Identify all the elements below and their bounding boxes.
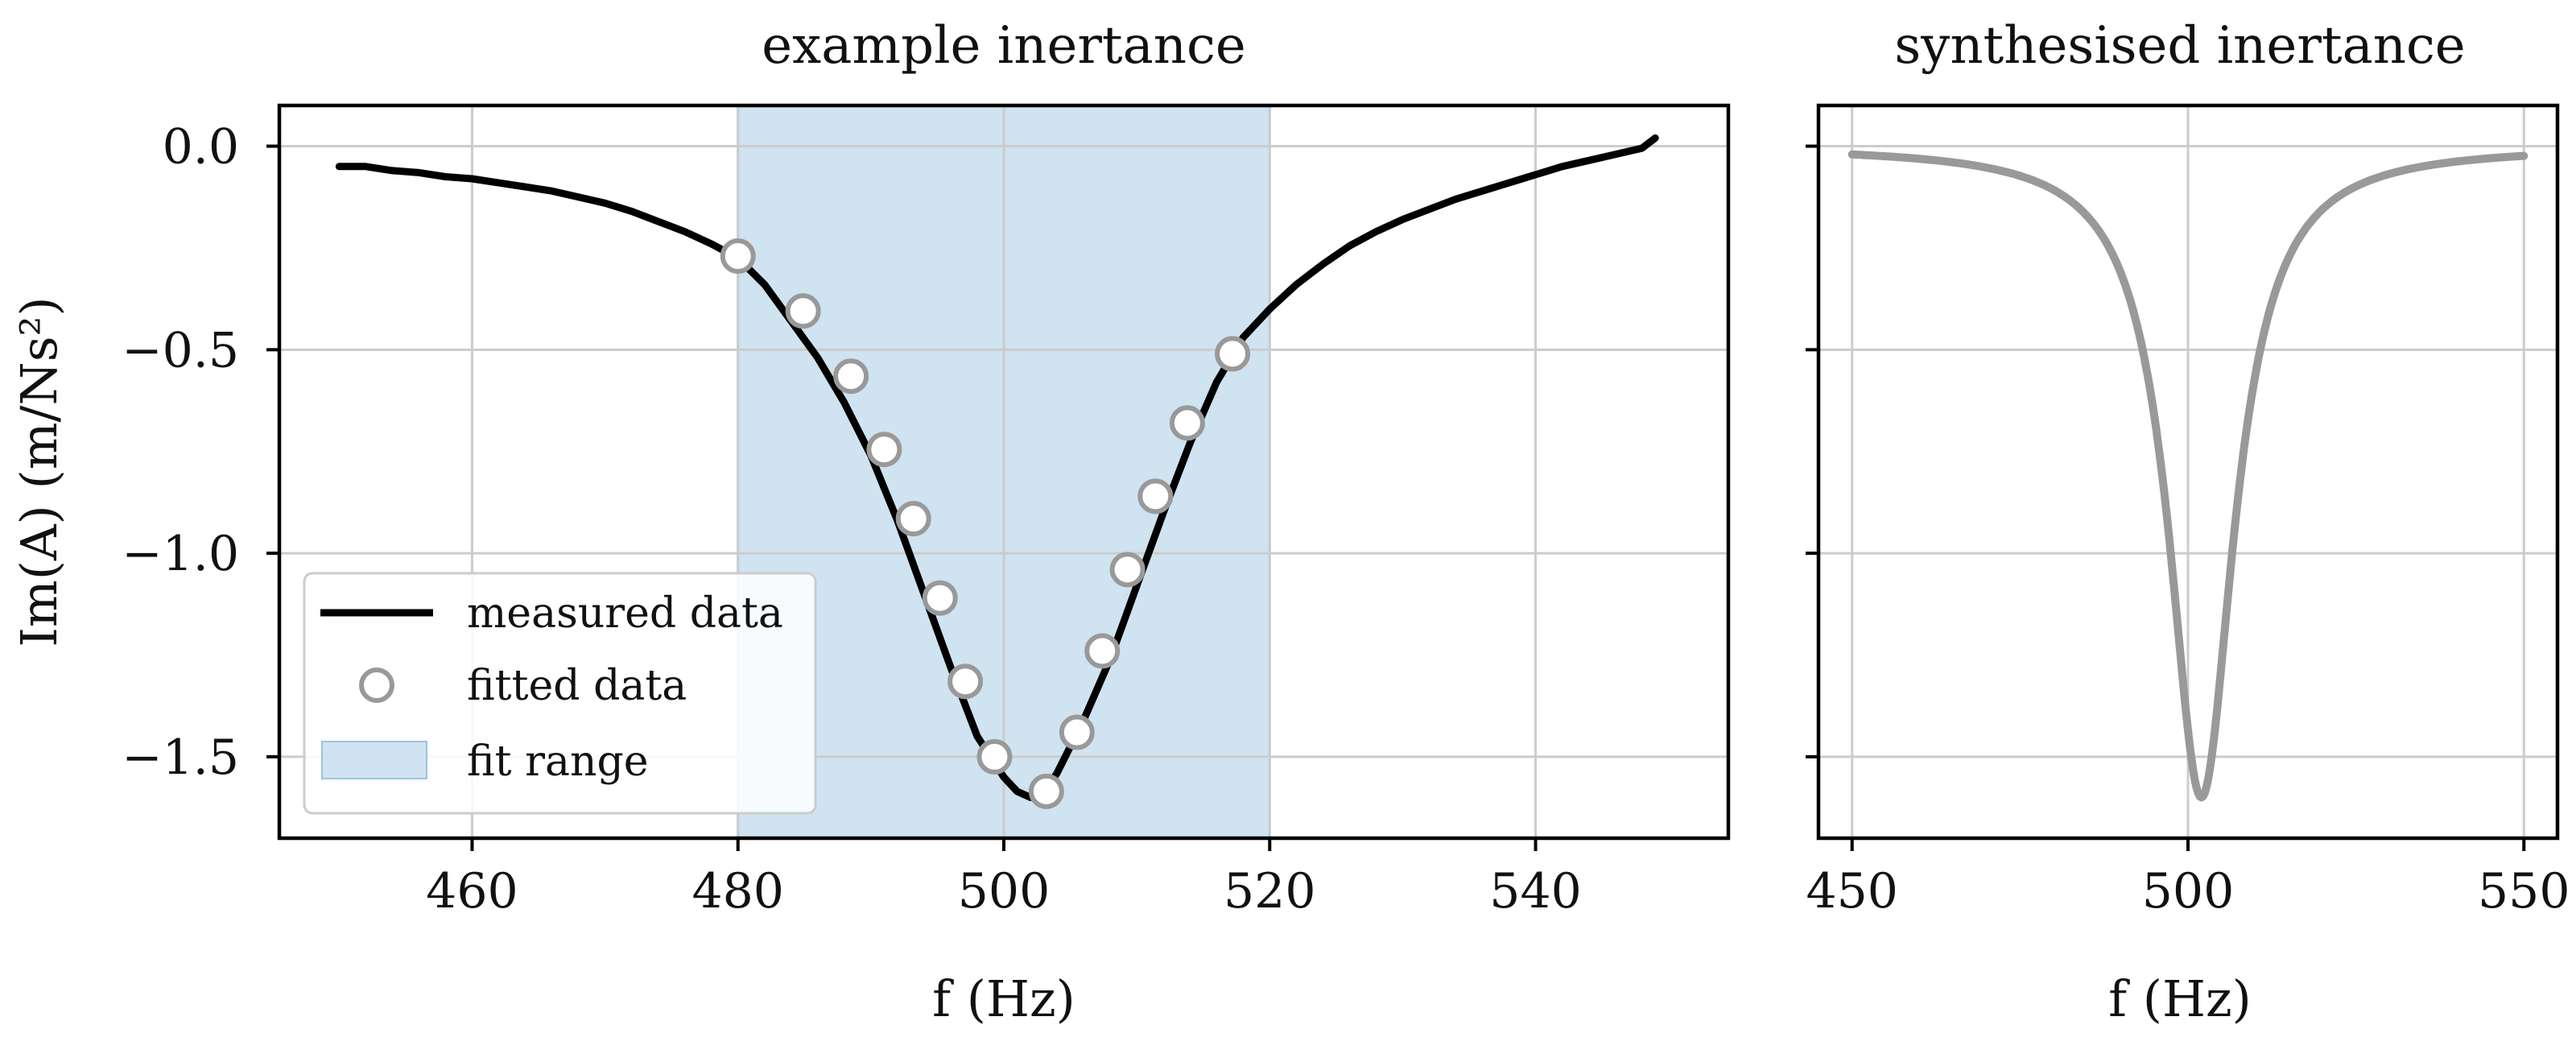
fitted-data-point — [976, 738, 1013, 775]
legend-label-measured: measured data — [467, 589, 783, 638]
fitted-data-point — [866, 432, 902, 468]
fitted-data-point — [1137, 478, 1174, 515]
x-tick-label: 520 — [1224, 863, 1316, 920]
fitted-data-point — [785, 293, 821, 329]
fitted-data-point — [895, 501, 931, 537]
right-x-axis-label: f (Hz) — [2108, 969, 2252, 1028]
x-tick-label: 460 — [426, 863, 518, 920]
legend-fill-swatch — [321, 741, 427, 779]
fitted-data-point — [1109, 552, 1146, 588]
fitted-data-point — [720, 238, 756, 275]
x-tick-label: 500 — [958, 863, 1051, 920]
fitted-data-point — [947, 663, 984, 700]
x-tick-label: 480 — [691, 863, 784, 920]
legend-label-fitted: fitted data — [467, 662, 687, 710]
right-chart-title: synthesised inertance — [1894, 16, 2465, 76]
fitted-data-point — [1084, 633, 1121, 669]
y-tick-label: 0.0 — [163, 119, 239, 176]
left-chart: 460 480 500 520 540 0.0 −0.5 −1.0 −1.5 example i… — [10, 16, 1731, 1028]
x-tick-label: 500 — [2142, 863, 2235, 920]
legend: measured data fitted data fit range — [303, 572, 817, 815]
fitted-data-point — [922, 580, 958, 616]
left-x-axis-label: f (Hz) — [932, 969, 1075, 1028]
left-grid — [279, 105, 1728, 838]
fitted-data-point — [1059, 714, 1095, 750]
x-tick-label: 540 — [1489, 863, 1582, 920]
fitted-data-point — [833, 358, 869, 395]
right-chart: 450 500 550 synthesised inertance f (Hz) — [1806, 16, 2570, 1028]
y-tick-label: −1.5 — [122, 729, 239, 786]
right-ticks: 450 500 550 — [1806, 144, 2570, 920]
synthesised-inertance-line — [1847, 150, 2529, 802]
legend-label-fit-range: fit range — [467, 738, 649, 786]
left-ticks: 460 480 500 520 540 0.0 −0.5 −1.0 −1.5 — [122, 119, 1582, 920]
x-tick-label: 550 — [2478, 863, 2570, 920]
fitted-data-point — [1169, 405, 1205, 441]
y-tick-label: −1.0 — [122, 526, 239, 582]
measured-data-line — [335, 134, 1659, 801]
left-series-layer — [335, 134, 1659, 809]
fitted-data-point — [1028, 773, 1064, 809]
left-y-axis-label: Im(A) (m/Ns²) — [10, 296, 68, 647]
right-series-layer — [1847, 150, 2529, 802]
y-tick-label: −0.5 — [122, 322, 239, 378]
left-chart-title: example inertance — [762, 16, 1245, 76]
fitted-data-point — [1215, 336, 1251, 372]
legend-marker-swatch — [359, 667, 394, 703]
legend-box — [303, 572, 817, 815]
x-tick-label: 450 — [1806, 863, 1898, 920]
